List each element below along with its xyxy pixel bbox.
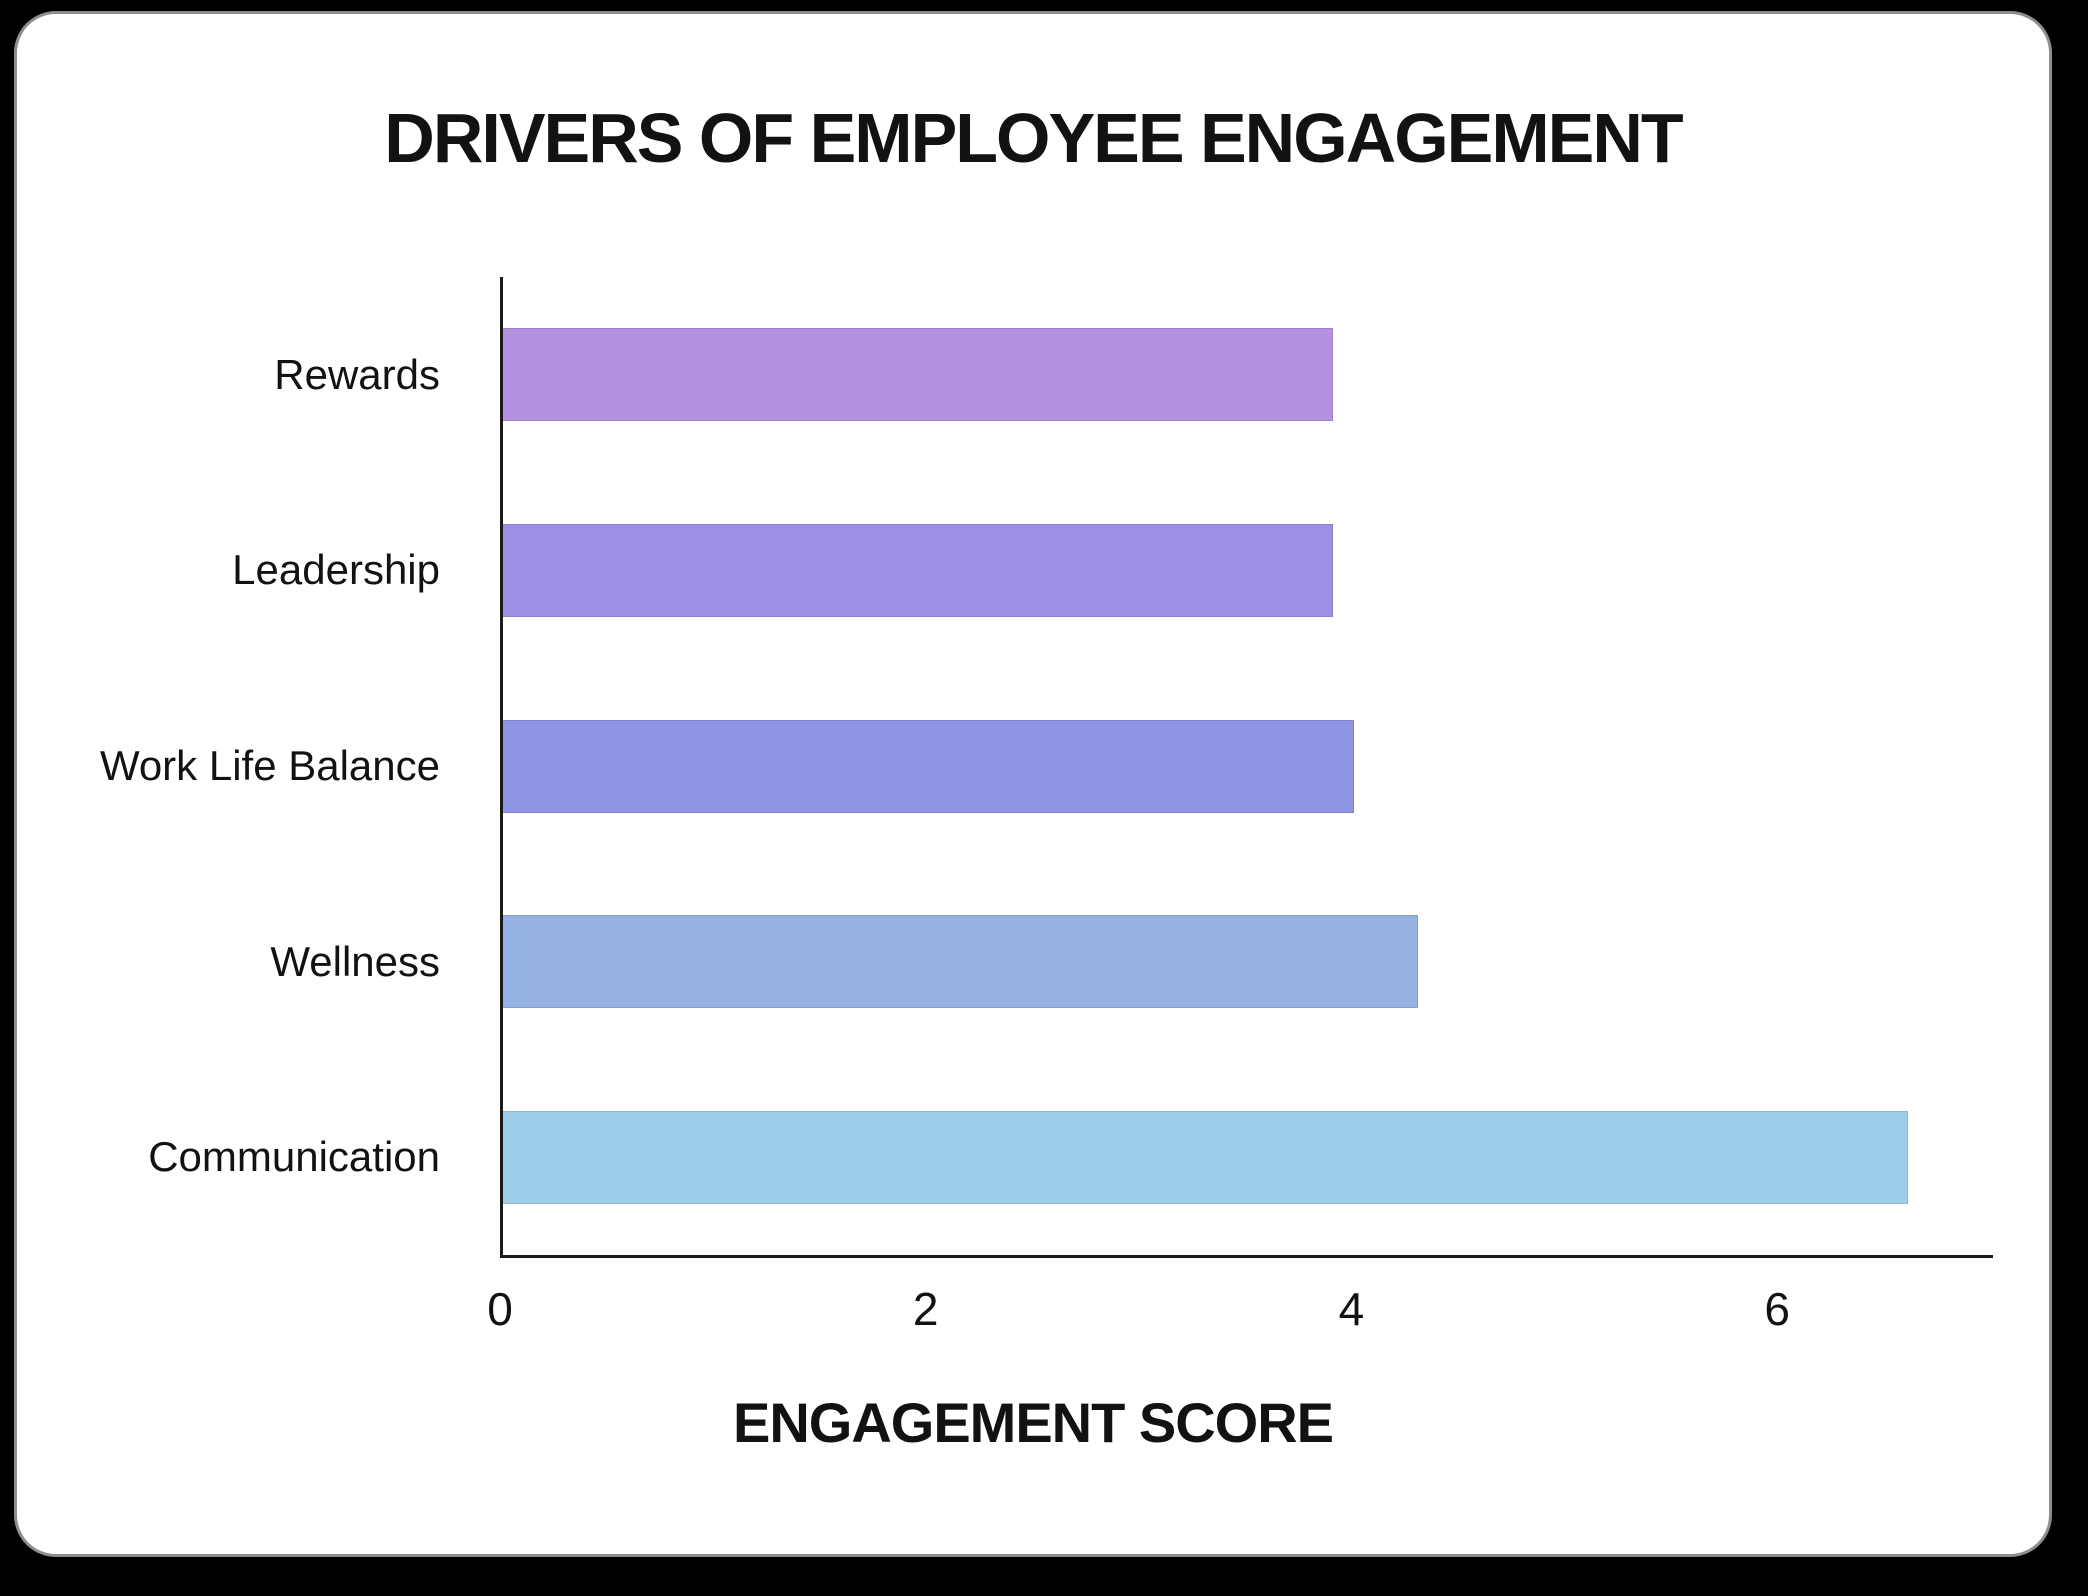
bar-communication <box>503 1110 1908 1204</box>
x-axis-title: ENGAGEMENT SCORE <box>732 1391 1334 1454</box>
category-label-leadership: Leadership <box>232 546 440 594</box>
bar-rewards <box>503 328 1334 422</box>
bar-work-life-balance <box>503 719 1355 813</box>
category-label-communication: Communication <box>148 1133 440 1181</box>
x-tick-label-6: 6 <box>1764 1283 1790 1335</box>
chart-container: Rewards Leadership Work Life Balance Wellne… <box>17 14 2049 1554</box>
chart-title: DRIVERS OF EMPLOYEE ENGAGEMENT <box>384 99 1683 177</box>
bar-leadership <box>503 523 1334 617</box>
category-label-rewards: Rewards <box>274 350 440 398</box>
x-tick-label-2: 2 <box>912 1283 939 1335</box>
category-label-work-life-balance: Work Life Balance <box>99 742 440 789</box>
x-axis-ticks: 0 2 4 6 <box>487 1283 1990 1344</box>
plot-area <box>500 277 1993 1258</box>
category-label-wellness: Wellness <box>270 937 440 985</box>
x-tick-label-0: 0 <box>487 1283 513 1335</box>
bar-wellness <box>503 915 1419 1009</box>
category-labels: Rewards Leadership Work Life Balance Wellne… <box>17 277 440 1255</box>
chart-card: DRIVERS OF EMPLOYEE ENGAGEMENT Rewards Le… <box>14 11 2052 1557</box>
x-tick-label-4: 4 <box>1338 1283 1365 1335</box>
